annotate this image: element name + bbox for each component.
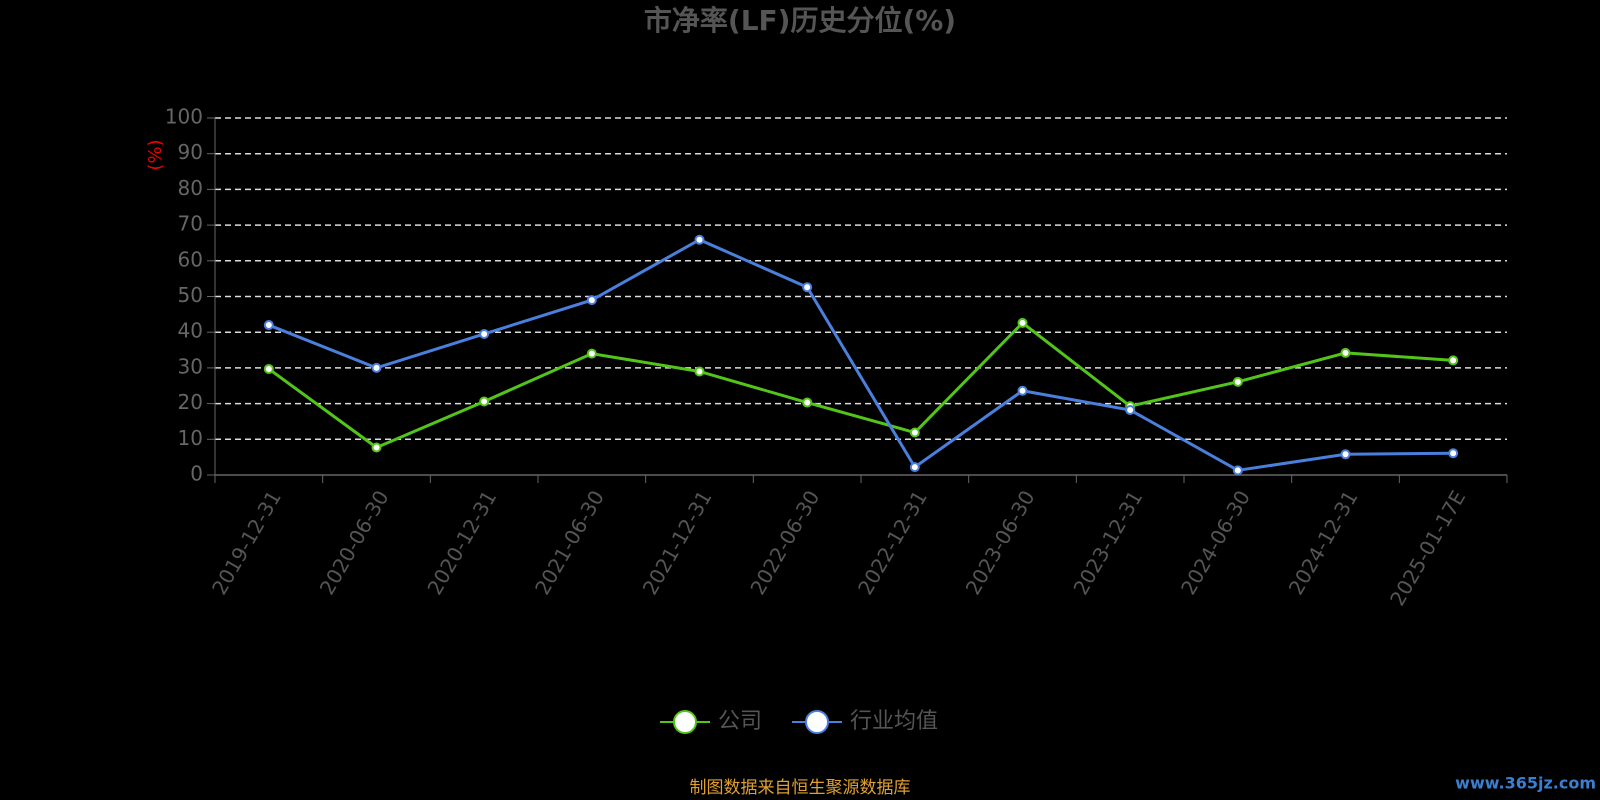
y-axis-label: (%) bbox=[145, 139, 166, 170]
y-tick-label: 60 bbox=[178, 247, 203, 271]
data-point bbox=[1448, 355, 1459, 366]
data-point bbox=[802, 282, 813, 293]
data-point bbox=[371, 442, 382, 453]
data-point bbox=[694, 234, 705, 245]
y-tick-label: 50 bbox=[178, 283, 203, 307]
data-point bbox=[909, 462, 920, 473]
legend-label: 行业均值 bbox=[850, 709, 938, 734]
data-point bbox=[586, 295, 597, 306]
chart-title: 市净率(LF)历史分位(%) bbox=[644, 4, 956, 37]
y-tick-label: 40 bbox=[178, 319, 203, 343]
legend-marker bbox=[805, 710, 830, 734]
y-tick-label: 20 bbox=[178, 390, 203, 414]
legend-marker bbox=[673, 710, 697, 734]
source-note: 制图数据来自恒生聚源数据库 bbox=[690, 778, 911, 798]
data-point bbox=[1340, 347, 1351, 358]
series-line bbox=[267, 320, 1454, 450]
data-point bbox=[802, 397, 813, 408]
data-point bbox=[694, 366, 705, 377]
data-point bbox=[909, 427, 920, 438]
data-point bbox=[1232, 376, 1243, 387]
y-tick-label: 80 bbox=[178, 176, 203, 200]
data-point bbox=[1340, 449, 1351, 460]
data-point bbox=[479, 396, 490, 407]
y-tick-label: 0 bbox=[190, 462, 203, 486]
data-point bbox=[1232, 465, 1243, 476]
data-point bbox=[1017, 385, 1028, 396]
legend-label: 公司 bbox=[718, 709, 762, 734]
series-line bbox=[268, 238, 1454, 472]
data-point bbox=[371, 362, 382, 373]
data-point bbox=[263, 320, 274, 331]
y-tick-label: 30 bbox=[178, 354, 203, 378]
watermark: www.365jz.com bbox=[1455, 774, 1596, 793]
data-point bbox=[263, 363, 274, 374]
y-tick-label: 90 bbox=[178, 140, 203, 164]
data-point bbox=[1017, 317, 1028, 328]
data-point bbox=[1448, 448, 1459, 459]
y-tick-label: 10 bbox=[178, 426, 203, 450]
data-point bbox=[1125, 405, 1136, 416]
y-tick-label: 100 bbox=[165, 105, 203, 129]
y-tick-label: 70 bbox=[178, 212, 203, 236]
data-point bbox=[479, 328, 490, 339]
data-point bbox=[586, 348, 597, 359]
